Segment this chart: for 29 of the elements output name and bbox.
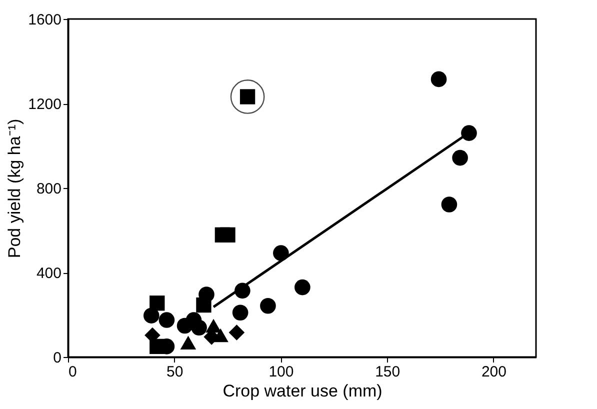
point [452, 150, 468, 166]
point [228, 324, 245, 340]
point [150, 338, 165, 354]
point [273, 245, 289, 261]
point [150, 296, 165, 311]
x-axis-title: Crop water use (mm) [222, 382, 382, 400]
point [260, 298, 276, 314]
point [191, 320, 207, 336]
point [232, 304, 248, 321]
point [220, 227, 236, 242]
point [196, 297, 212, 313]
x-tick-label: 0 [68, 364, 77, 380]
point [430, 71, 447, 88]
x-tick-label: 150 [375, 364, 400, 380]
point [294, 279, 310, 296]
x-tick-label: 200 [481, 364, 506, 380]
y-tick-label: 800 [36, 180, 62, 198]
x-tick-label: 50 [166, 364, 184, 380]
y-tick-label: 1200 [28, 96, 62, 113]
y-axis-title: Pod yield (kg ha⁻¹) [5, 118, 24, 258]
x-tick-label: 100 [268, 364, 294, 380]
point [461, 125, 477, 141]
y-tick-label: 1600 [28, 12, 62, 28]
point [180, 336, 196, 350]
y-tick-label: 400 [36, 265, 62, 282]
point [158, 312, 175, 328]
point [143, 308, 160, 324]
point [441, 196, 458, 212]
y-tick-label: 0 [53, 350, 62, 366]
